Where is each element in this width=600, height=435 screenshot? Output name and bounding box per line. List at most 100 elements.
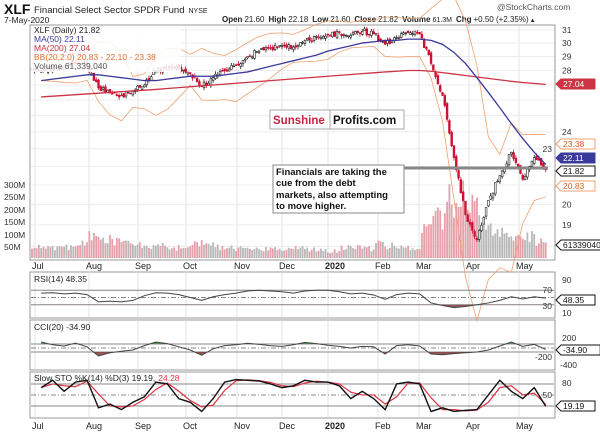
high-value: 22.18 bbox=[288, 15, 309, 24]
month-label: Feb bbox=[375, 421, 391, 431]
volume-bar bbox=[214, 247, 217, 258]
volume-bar bbox=[485, 229, 487, 258]
candle-body bbox=[484, 207, 488, 217]
volume-bar bbox=[31, 248, 33, 258]
volume-bar bbox=[209, 245, 212, 258]
volume-bar bbox=[255, 247, 258, 258]
candle-body bbox=[494, 182, 497, 195]
volume-bar bbox=[487, 225, 490, 258]
volume-bar bbox=[40, 248, 43, 258]
high-label: High bbox=[268, 15, 286, 24]
volume-bar bbox=[99, 239, 102, 258]
volume-bar bbox=[508, 237, 510, 258]
volume-bar bbox=[70, 245, 72, 258]
candle-body bbox=[441, 92, 444, 96]
candle-body bbox=[422, 38, 426, 48]
logo-sunshine: Sunshine bbox=[273, 115, 325, 127]
volume-bar bbox=[134, 245, 137, 258]
volume-bar bbox=[340, 245, 343, 258]
volume-bar bbox=[246, 247, 249, 258]
ma200-tag bbox=[555, 78, 596, 90]
candle-body bbox=[420, 33, 424, 39]
volume-bar bbox=[152, 245, 155, 258]
price-tick: 29 bbox=[562, 52, 572, 62]
candle-body bbox=[271, 46, 274, 51]
volume-bar bbox=[498, 236, 501, 258]
candle-body bbox=[498, 175, 502, 183]
volume-bar bbox=[336, 252, 338, 258]
volume-bar bbox=[216, 244, 219, 258]
candle-body bbox=[475, 237, 479, 241]
candle-body bbox=[537, 158, 541, 161]
close-tag-text: 21.82 bbox=[563, 166, 585, 176]
candle-body bbox=[260, 48, 263, 50]
candle-body bbox=[280, 45, 284, 47]
close-label: Close bbox=[354, 15, 376, 24]
sto-tag-text: 19.19 bbox=[563, 401, 585, 411]
candle-body bbox=[136, 85, 139, 90]
volume-bar bbox=[331, 252, 334, 258]
volume-bar bbox=[356, 245, 359, 258]
volume-bar bbox=[37, 244, 40, 258]
candle-body bbox=[246, 56, 249, 59]
volume-bar bbox=[427, 224, 430, 258]
volume-bar bbox=[237, 247, 240, 258]
volume-bar bbox=[379, 241, 382, 258]
bb-upper-tag bbox=[555, 138, 596, 150]
candle-body bbox=[344, 34, 348, 37]
candle-body bbox=[140, 86, 144, 90]
candle-body bbox=[225, 69, 229, 72]
volume-bar bbox=[242, 247, 244, 258]
open-value: 21.60 bbox=[244, 15, 265, 24]
candle-body bbox=[402, 32, 405, 35]
candle-body bbox=[354, 31, 357, 35]
candle-body bbox=[292, 46, 295, 50]
candle-body bbox=[333, 31, 336, 37]
cci-tag bbox=[555, 344, 600, 356]
volume-bar bbox=[271, 248, 274, 258]
volume-bar bbox=[359, 245, 361, 258]
cci-line bbox=[41, 341, 546, 357]
candle-body bbox=[331, 31, 334, 37]
volume-bar bbox=[170, 248, 173, 258]
volume-bar bbox=[132, 244, 134, 258]
candle-body bbox=[363, 28, 366, 31]
volume-tick: 100M bbox=[4, 230, 25, 240]
candle-body bbox=[101, 87, 105, 90]
volume-bar bbox=[109, 235, 111, 258]
candle-body bbox=[400, 33, 403, 38]
month-label: Nov bbox=[234, 421, 251, 431]
candle-body bbox=[491, 192, 495, 199]
volume-bar bbox=[301, 245, 304, 258]
volume-bar bbox=[56, 246, 59, 258]
candle-body bbox=[416, 32, 419, 34]
volume-bar bbox=[329, 252, 332, 258]
candle-body bbox=[335, 31, 339, 39]
volume-tick: 150M bbox=[4, 217, 25, 227]
volume-bar bbox=[388, 247, 391, 258]
candle-body bbox=[257, 50, 261, 53]
volume-bar bbox=[400, 245, 403, 258]
candle-body bbox=[310, 40, 313, 42]
volume-bar bbox=[93, 233, 95, 258]
volume-bar bbox=[368, 246, 371, 258]
annotation-line: Financials are taking the bbox=[276, 167, 387, 178]
candle-body bbox=[338, 31, 341, 33]
volume-bar bbox=[145, 245, 148, 258]
volume-bar bbox=[333, 249, 336, 258]
volume-bar bbox=[455, 202, 458, 258]
candle-body bbox=[530, 161, 534, 167]
sunshine-profits-logo: Sunshine Profits.com bbox=[269, 109, 405, 130]
volume-bar bbox=[248, 248, 251, 258]
candle-body bbox=[464, 200, 467, 215]
volume-bar bbox=[164, 245, 166, 258]
volume-bar bbox=[476, 197, 478, 258]
candle-body bbox=[374, 33, 378, 36]
month-label: Oct bbox=[183, 421, 198, 431]
month-label: Mar bbox=[416, 261, 432, 271]
volume-bar bbox=[88, 231, 91, 258]
bb-upper-tag-text: 23.38 bbox=[563, 139, 585, 149]
cci-axis: 200 -200 -400 bbox=[535, 333, 577, 370]
volume-bar bbox=[159, 246, 162, 258]
